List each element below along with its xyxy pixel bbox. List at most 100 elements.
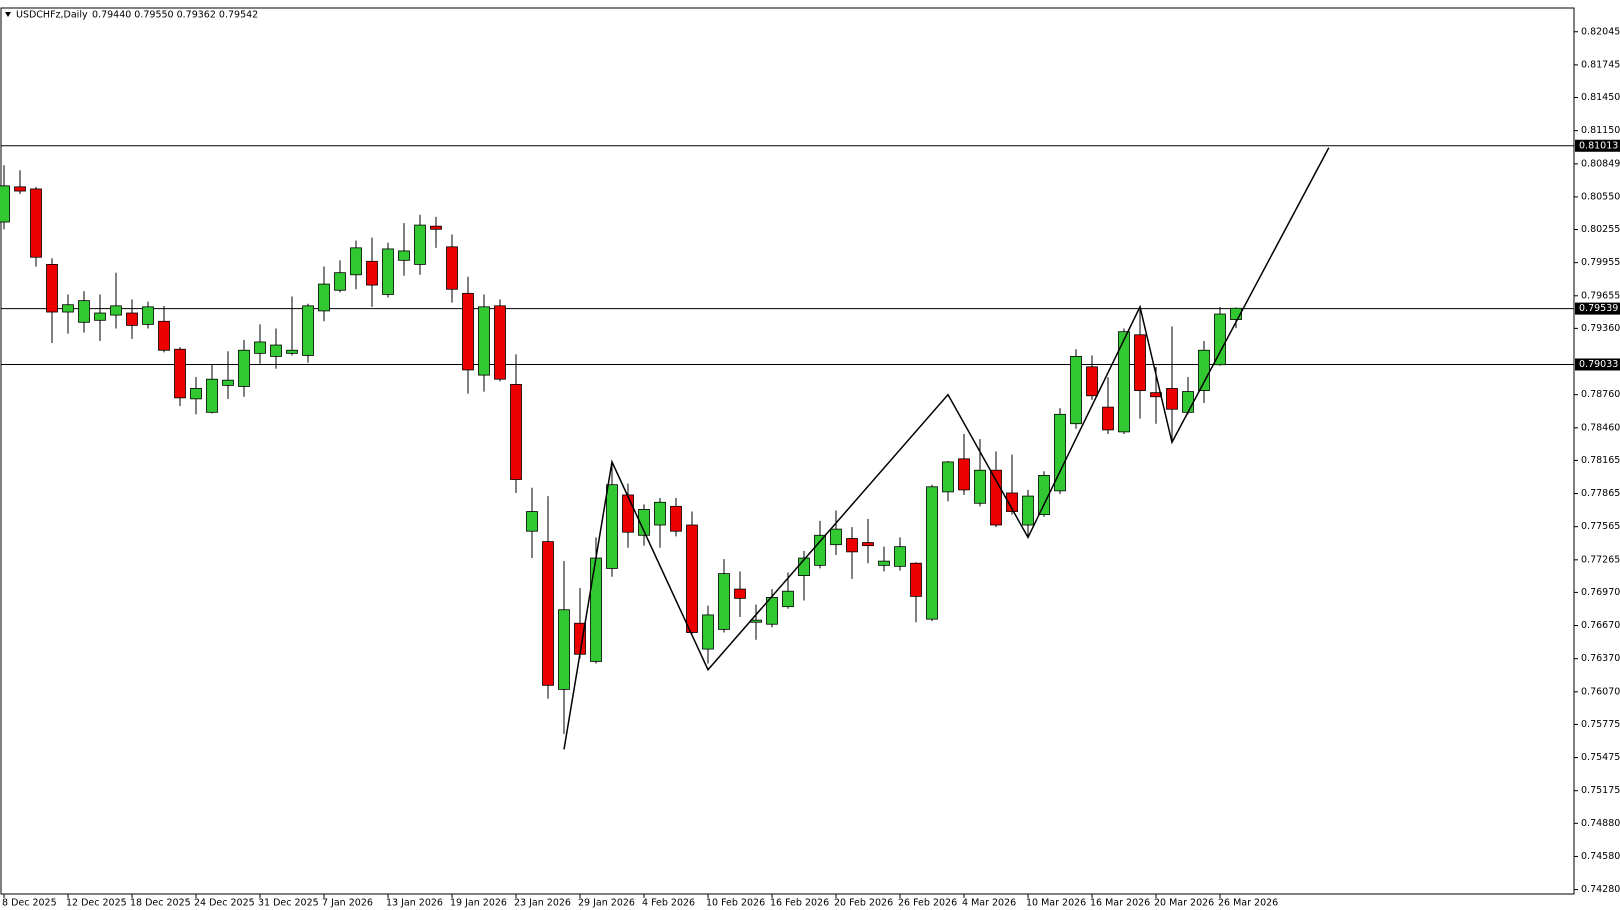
candle-body [382,248,394,295]
candle-body [1086,366,1098,397]
candle-body [94,312,106,321]
candle-body [990,469,1002,526]
candle-body [926,486,938,620]
candle-body [1038,475,1050,516]
candle-body [590,557,602,662]
candle-body [686,524,698,633]
candle-body [734,588,746,599]
y-tick-label: 0.76070 [1581,686,1620,697]
y-tick-label: 0.77565 [1581,521,1620,532]
price-label-box [1575,139,1620,152]
y-tick-label: 0.76970 [1581,587,1620,598]
candle-body [1230,307,1242,320]
x-tick-label: 4 Feb 2026 [642,898,695,909]
candle-body [1006,492,1018,512]
y-tick-label: 0.79955 [1581,257,1620,268]
candle-body [910,562,922,597]
x-tick-label: 16 Mar 2026 [1090,898,1150,909]
candle-body [126,312,138,326]
candle-body [142,306,154,325]
candle-body [206,378,218,413]
y-tick-label: 0.75775 [1581,719,1620,730]
candle-body [190,388,202,400]
candle-body [974,469,986,504]
y-tick-label: 0.74880 [1581,818,1620,829]
candle-body [750,619,762,623]
x-tick-label: 26 Mar 2026 [1218,898,1278,909]
x-tick-label: 31 Dec 2025 [258,898,319,909]
y-tick-label: 0.78760 [1581,389,1620,400]
candle-body [254,341,266,354]
y-tick-label: 0.74280 [1581,884,1620,895]
x-tick-label: 29 Jan 2026 [578,898,635,909]
x-tick-label: 20 Mar 2026 [1154,898,1214,909]
candle-body [78,300,90,323]
y-tick-label: 0.81150 [1581,125,1620,136]
y-tick-label: 0.77265 [1581,554,1620,565]
candle-body [606,484,618,569]
candle-body [238,349,250,387]
candle-body [174,348,186,399]
candle-body [526,511,538,532]
candle-body [510,383,522,480]
x-tick-label: 26 Feb 2026 [898,898,957,909]
price-label: 0.79539 [1579,303,1618,314]
candle-body [334,272,346,291]
x-tick-label: 12 Dec 2025 [66,898,127,909]
candle-body [782,590,794,608]
candle-body [894,546,906,567]
y-tick-label: 0.82045 [1581,26,1620,37]
x-tick-label: 13 Jan 2026 [386,898,443,909]
x-tick-label: 16 Feb 2026 [770,898,829,909]
candle-body [702,614,714,650]
candle-body [14,186,26,192]
candle-body [30,188,42,258]
y-tick-label: 0.80255 [1581,224,1620,235]
x-tick-label: 19 Jan 2026 [450,898,507,909]
y-tick-label: 0.75475 [1581,752,1620,763]
y-tick-label: 0.78165 [1581,455,1620,466]
y-tick-label: 0.78460 [1581,422,1620,433]
candle-body [398,250,410,261]
candle-body [638,509,650,536]
candle-body [942,461,954,493]
x-tick-label: 4 Mar 2026 [962,898,1016,909]
candle-body [62,304,74,313]
x-tick-label: 7 Jan 2026 [322,898,373,909]
trendline [563,147,1330,750]
candle-body [1214,313,1226,366]
candle-body [286,349,298,354]
candle-body [1166,388,1178,410]
candle-body [0,185,10,223]
chart-title: USDCHFz,Daily [16,10,88,21]
x-tick-label: 23 Jan 2026 [514,898,571,909]
x-tick-label: 20 Feb 2026 [834,898,893,909]
y-tick-label: 0.81450 [1581,92,1620,103]
x-tick-label: 10 Feb 2026 [706,898,765,909]
candle-body [1118,331,1130,433]
y-tick-label: 0.79655 [1581,290,1620,301]
candle-body [958,458,970,491]
price-label: 0.81013 [1579,140,1618,151]
price-label-box [1575,358,1620,371]
candle-body [1102,406,1114,431]
x-tick-label: 10 Mar 2026 [1026,898,1086,909]
candle-body [1054,413,1066,492]
candle-body [494,305,506,380]
candle-body [878,560,890,566]
price-label: 0.79033 [1579,359,1618,370]
candle-body [414,224,426,265]
x-tick-label: 8 Dec 2025 [2,898,57,909]
candle-body [1182,391,1194,413]
x-tick-label: 24 Dec 2025 [194,898,255,909]
candle-body [718,573,730,630]
y-tick-label: 0.80550 [1581,191,1620,202]
y-tick-label: 0.76670 [1581,620,1620,631]
y-tick-label: 0.74580 [1581,851,1620,862]
ohlc-header: 0.79440 0.79550 0.79362 0.79542 [92,10,258,21]
candle-body [366,260,378,286]
plot-frame [0,7,1575,895]
candle-body [558,609,570,690]
candle-body [350,247,362,276]
